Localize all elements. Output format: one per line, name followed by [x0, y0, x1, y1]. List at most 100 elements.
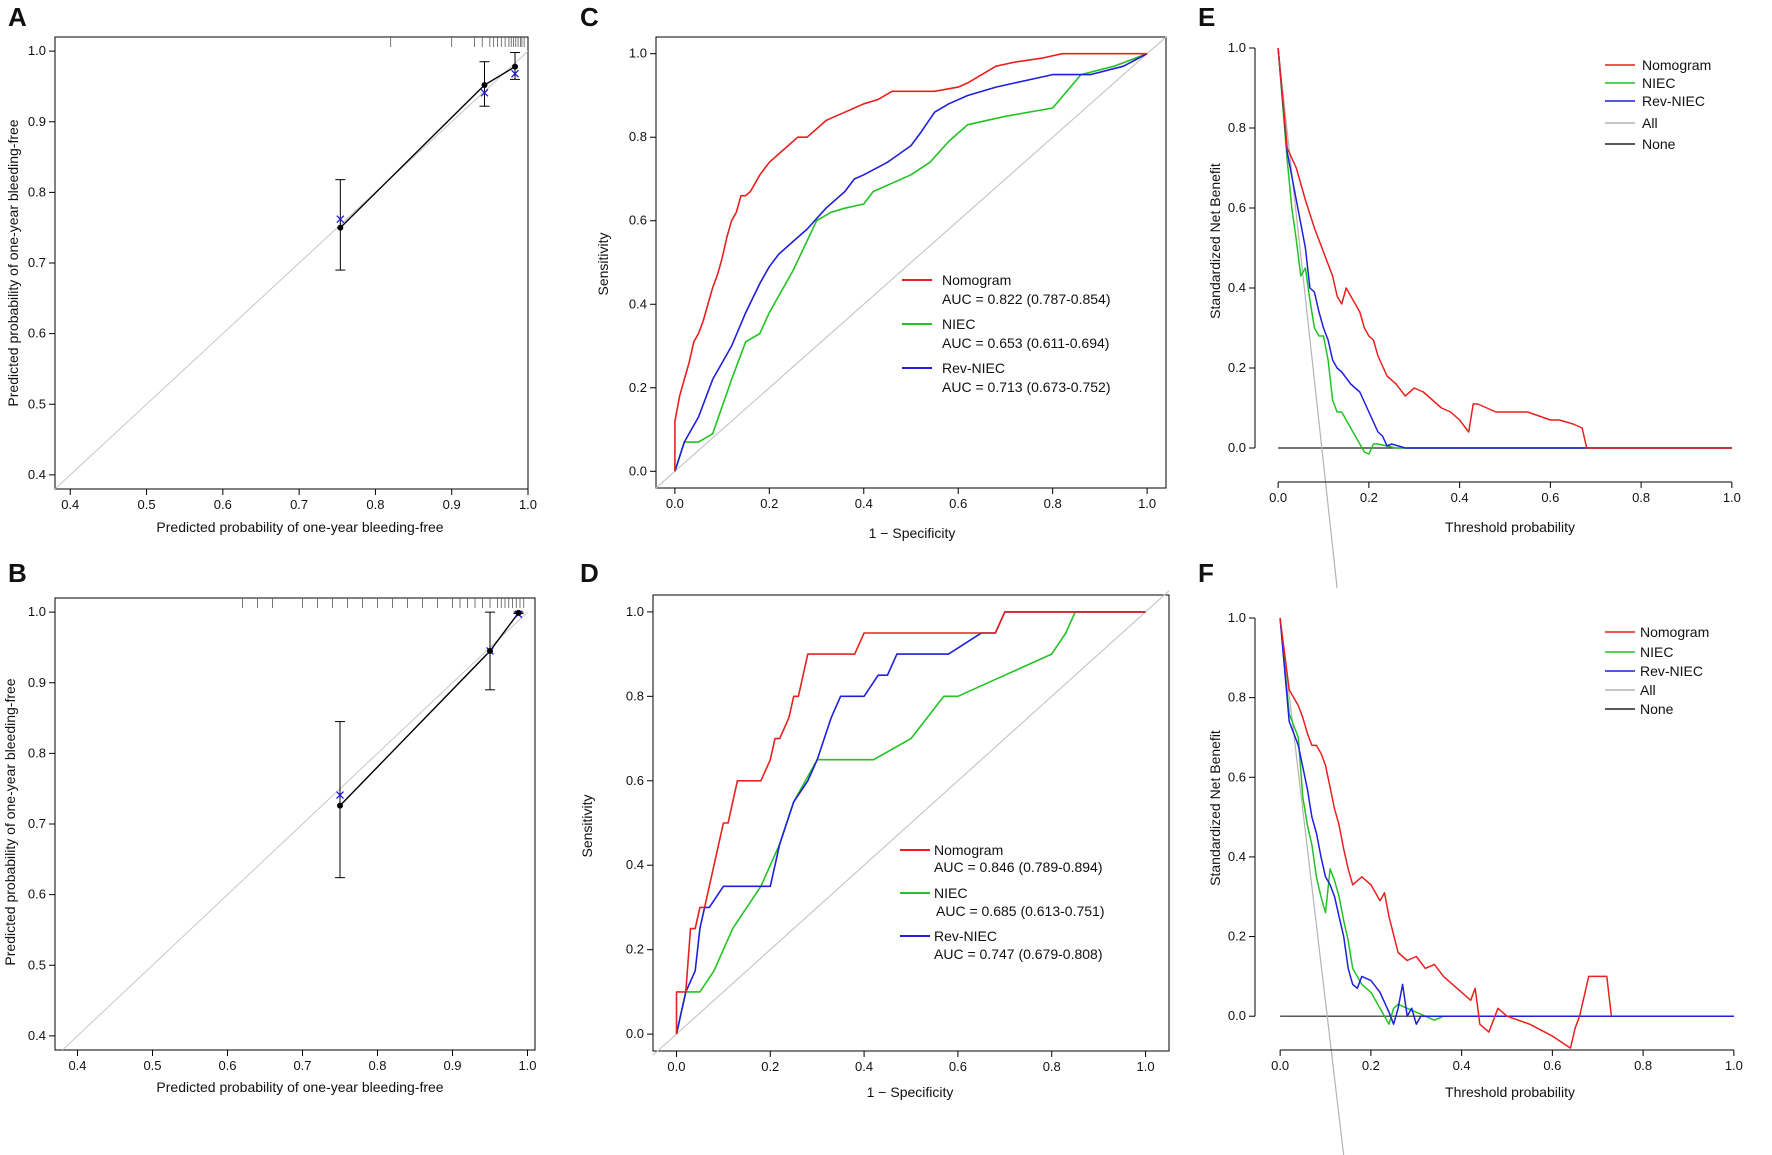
ideal-diagonal	[54, 50, 529, 490]
x-tick-label: 0.5	[138, 497, 156, 512]
x-tick-label: 0.4	[1451, 490, 1469, 505]
legend-e: Nomogram NIEC Rev-NIEC All None	[1605, 57, 1711, 152]
y-ticks-e: 0.0 0.2 0.4 0.6 0.8 1.0	[1228, 40, 1255, 455]
panel-letter-a: A	[8, 2, 27, 32]
legend-e-label-niec: NIEC	[1642, 75, 1675, 91]
y-ticks-d: 0.0 0.2 0.4 0.6 0.8 1.0	[626, 604, 653, 1041]
x-tick-label: 0.4	[68, 1058, 86, 1073]
x-tick-label: 0.0	[667, 1059, 685, 1074]
x-tick-label: 0.6	[1543, 1058, 1561, 1073]
y-ticks-f: 0.0 0.2 0.4 0.6 0.8 1.0	[1228, 610, 1255, 1023]
ideal-marker	[480, 88, 489, 97]
roc-curve-nomogram	[674, 52, 1148, 472]
calibration-point	[337, 224, 344, 231]
y-tick-label: 0.4	[28, 1028, 46, 1043]
legend-d-auc-nomogram: AUC = 0.846 (0.789-0.894)	[934, 859, 1103, 875]
calibration-line	[339, 66, 516, 229]
y-tick-label: 0.8	[28, 184, 46, 199]
ideal-marker	[511, 69, 519, 78]
y-axis-label-d: Sensitivity	[579, 794, 595, 857]
panel-letter-c: C	[580, 2, 599, 32]
y-tick-label: 0.8	[28, 745, 46, 760]
net-benefit-all	[1277, 47, 1338, 589]
roc-curve-nomogram	[675, 611, 1146, 1035]
x-tick-label: 0.2	[1362, 1058, 1380, 1073]
y-tick-label: 0.4	[626, 857, 644, 872]
calibration-point	[512, 63, 519, 70]
roc-curve-rev-niec	[675, 611, 1146, 1035]
x-ticks-d: 0.0 0.2 0.4 0.6 0.8 1.0	[667, 1051, 1155, 1074]
legend-f-label-niec: NIEC	[1640, 644, 1673, 660]
y-tick-label: 1.0	[629, 46, 647, 61]
x-tick-label: 0.4	[855, 496, 873, 511]
y-tick-label: 1.0	[1228, 610, 1246, 625]
y-tick-label: 0.6	[28, 326, 46, 341]
panel-letter-b: B	[8, 558, 27, 588]
plot-frame-c	[655, 36, 1167, 489]
plot-frame-b	[54, 597, 536, 1051]
x-tick-label: 0.8	[1632, 490, 1650, 505]
roc-curve-rev-niec	[674, 52, 1148, 472]
legend-d-auc-revniec: AUC = 0.747 (0.679-0.808)	[934, 946, 1103, 962]
plot-frame-d	[652, 594, 1170, 1052]
x-tick-label: 0.5	[143, 1058, 161, 1073]
y-tick-label: 0.6	[626, 773, 644, 788]
reference-diagonal	[652, 590, 1170, 1056]
y-tick-label: 0.9	[28, 675, 46, 690]
panel-b-calibration: B 0.4 0.5 0.6 0.7 0.8 0.9 1.0 0.40.50.60.70.80…	[2, 558, 537, 1095]
x-tick-label: 0.6	[214, 497, 232, 512]
y-tick-label: 0.0	[1228, 440, 1246, 455]
y-tick-label: 1.0	[28, 43, 46, 58]
x-tick-label: 0.8	[1043, 1059, 1061, 1074]
x-tick-label: 0.6	[1541, 490, 1559, 505]
legend-d-name-niec: NIEC	[934, 885, 967, 901]
plot-frame-a	[54, 36, 529, 490]
calibration-point	[481, 82, 488, 89]
legend-f: Nomogram NIEC Rev-NIEC All None	[1605, 624, 1709, 717]
y-tick-label: 0.8	[1228, 690, 1246, 705]
x-tick-label: 0.0	[1271, 1058, 1289, 1073]
legend-c-auc-nomogram: AUC = 0.822 (0.787-0.854)	[942, 291, 1111, 307]
y-ticks-c: 0.0 0.2 0.4 0.6 0.8 1.0	[629, 46, 656, 478]
legend-c-name-niec: NIEC	[942, 316, 975, 332]
x-tick-label: 0.8	[368, 1058, 386, 1073]
net-benefit-niec	[1277, 47, 1732, 455]
legend-d-auc-niec: AUC = 0.685 (0.613-0.751)	[936, 903, 1105, 919]
panel-letter-e: E	[1198, 2, 1215, 32]
y-ticks-b: 0.4 0.5 0.6 0.7 0.8 0.9 1.0	[28, 604, 55, 1043]
y-tick-label: 0.6	[629, 213, 647, 228]
panel-a-calibration: A 0.4 0.5 0.6 0.7 0.8 0.9 1.0 0.40.50.60.70.80…	[5, 2, 537, 535]
panel-letter-d: D	[580, 558, 599, 588]
x-axis-label-a: Predicted probability of one-year bleedi…	[156, 519, 443, 535]
x-tick-label: 0.8	[1634, 1058, 1652, 1073]
legend-c: Nomogram AUC = 0.822 (0.787-0.854) NIEC …	[902, 272, 1111, 395]
roc-curve-niec	[675, 611, 1146, 1035]
y-tick-label: 0.4	[1228, 849, 1246, 864]
y-axis-label-c: Sensitivity	[595, 232, 611, 295]
y-tick-label: 0.0	[1228, 1008, 1246, 1023]
y-tick-label: 0.2	[629, 380, 647, 395]
legend-c-auc-niec: AUC = 0.653 (0.611-0.694)	[942, 335, 1109, 351]
y-tick-label: 0.0	[629, 463, 647, 478]
net-benefit-rev-niec	[1277, 47, 1732, 449]
x-ticks-c: 0.0 0.2 0.4 0.6 0.8 1.0	[666, 488, 1156, 511]
y-tick-label: 0.2	[1228, 929, 1246, 944]
x-axis-label-d: 1 − Specificity	[867, 1084, 954, 1100]
y-axis-label-f: Standardized Net Benefit	[1207, 730, 1223, 886]
y-tick-label: 0.2	[626, 942, 644, 957]
legend-e-label-revniec: Rev-NIEC	[1642, 93, 1705, 109]
y-tick-label: 0.4	[1228, 280, 1246, 295]
x-tick-label: 0.4	[855, 1059, 873, 1074]
plot-d-marks	[652, 590, 1170, 1056]
x-tick-label: 0.9	[443, 497, 461, 512]
y-tick-label: 0.5	[28, 957, 46, 972]
panel-c-roc: C 0.0 0.2 0.4 0.6 0.8 1.0 0.00.20.40.60.81.0 …	[580, 2, 1167, 541]
ideal-diagonal	[62, 611, 528, 1051]
x-tick-label: 1.0	[1725, 1058, 1743, 1073]
legend-d: Nomogram AUC = 0.846 (0.789-0.894) NIEC …	[900, 842, 1105, 962]
x-tick-label: 1.0	[518, 1058, 536, 1073]
calibration-point	[337, 802, 343, 809]
legend-e-label-all: All	[1642, 115, 1658, 131]
plot-a-marks	[54, 37, 529, 490]
x-tick-label: 1.0	[519, 497, 537, 512]
